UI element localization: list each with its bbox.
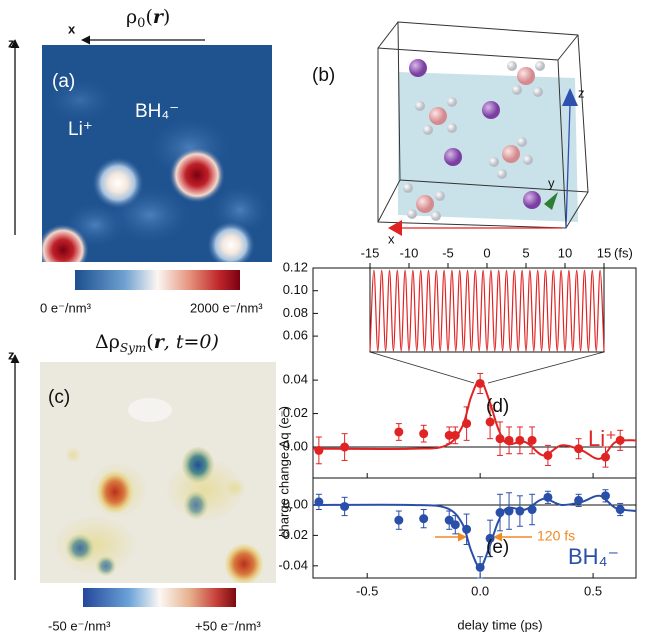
data-point (314, 446, 323, 455)
colorbar-label: 0 e⁻/nm³ (40, 300, 92, 315)
panel-title: ΔρSym(r, t=0) (95, 331, 219, 355)
data-point (528, 436, 537, 445)
zoom-line (370, 352, 474, 383)
x2-tick-label: -15 (361, 245, 380, 260)
data-point (601, 453, 610, 462)
data-point (574, 444, 583, 453)
panel-label: (d) (486, 396, 509, 417)
panel-b: (b) x z y (312, 22, 588, 246)
y-axis-title: charge change Δq (e⁻) (276, 406, 291, 538)
axis-label: x (388, 231, 395, 246)
axis-label: z (8, 35, 15, 50)
data-point (314, 497, 323, 506)
page: z x ρ0(r) (a) Li⁺ BH₄⁻ 0 e⁻/nm³ 2000 e⁻/… (0, 0, 646, 643)
data-point (505, 507, 514, 516)
data-point (528, 505, 537, 514)
x-tick-label: 0.5 (584, 583, 602, 598)
data-point (451, 520, 460, 529)
y-tick-label: 0.12 (283, 259, 308, 274)
axis-label: y (548, 175, 555, 190)
data-point (543, 451, 552, 460)
axis-label: x (68, 21, 76, 36)
ion-label: BH₄⁻ (135, 101, 179, 122)
data-point (515, 507, 524, 516)
data-point (462, 525, 471, 534)
data-point (515, 436, 524, 445)
x-axis-title: delay time (ps) (457, 617, 542, 632)
data-point (340, 502, 349, 511)
annotation: Li⁺ (588, 426, 617, 451)
data-point (616, 505, 625, 514)
data-point (496, 434, 505, 443)
data-point (340, 443, 349, 452)
colorbar-label: +50 e⁻/nm³ (195, 618, 261, 633)
data-point (486, 417, 495, 426)
y-tick-label: 0.06 (283, 328, 308, 343)
panel-label: (b) (312, 65, 335, 86)
panel-a: z x ρ0(r) (a) Li⁺ BH₄⁻ 0 e⁻/nm³ 2000 e⁻/… (8, 6, 272, 315)
data-point (496, 508, 505, 517)
data-point (476, 379, 485, 388)
panel-c: z ΔρSym(r, t=0) (c) -50 e⁻/nm³ +50 e⁻/nm… (8, 331, 276, 633)
data-point (419, 429, 428, 438)
data-point (462, 419, 471, 428)
x2-tick-label: 0 (483, 245, 490, 260)
data-point (601, 491, 610, 500)
x2-tick-label: -5 (442, 245, 454, 260)
data-point (505, 436, 514, 445)
colorbar-label: -50 e⁻/nm³ (48, 618, 111, 633)
data-point (419, 514, 428, 523)
annotation: 120 fs (537, 528, 575, 544)
data-point (451, 431, 460, 440)
data-point (616, 436, 625, 445)
x2-tick-label: 5 (522, 245, 529, 260)
data-point (394, 427, 403, 436)
figure: z x ρ0(r) (a) Li⁺ BH₄⁻ 0 e⁻/nm³ 2000 e⁻/… (0, 0, 646, 643)
data-point (476, 563, 485, 572)
inset-frame (370, 268, 604, 352)
x2-tick-label: 10 (558, 245, 572, 260)
zoom-line (488, 352, 604, 383)
axis-label: z (8, 347, 15, 362)
data-point (394, 516, 403, 525)
x2-tick-label: 15 (597, 245, 611, 260)
x2-unit: (fs) (614, 245, 633, 260)
x-tick-label: 0.0 (471, 583, 489, 598)
y-tick-label: 0.10 (283, 282, 308, 297)
panel-label: (a) (52, 71, 75, 92)
y-tick-label: 0.04 (283, 372, 308, 387)
colorbar (75, 270, 240, 290)
annotation: BH₄⁻ (568, 544, 619, 569)
y-tick-label: 0.08 (283, 305, 308, 320)
density-difference-map (40, 362, 276, 584)
x-tick-label: -0.5 (356, 583, 378, 598)
y-tick-label: -0.04 (278, 557, 308, 572)
x2-tick-label: -10 (400, 245, 419, 260)
colorbar (83, 588, 236, 607)
panel-label: (c) (48, 387, 70, 408)
axis-label: z (578, 85, 585, 100)
panel-title: ρ0(r) (126, 6, 170, 31)
ion-label: Li⁺ (68, 119, 93, 140)
colorbar-label: 2000 e⁻/nm³ (190, 300, 263, 315)
panel-label: (e) (486, 537, 509, 558)
data-point (574, 496, 583, 505)
data-point (543, 493, 552, 502)
